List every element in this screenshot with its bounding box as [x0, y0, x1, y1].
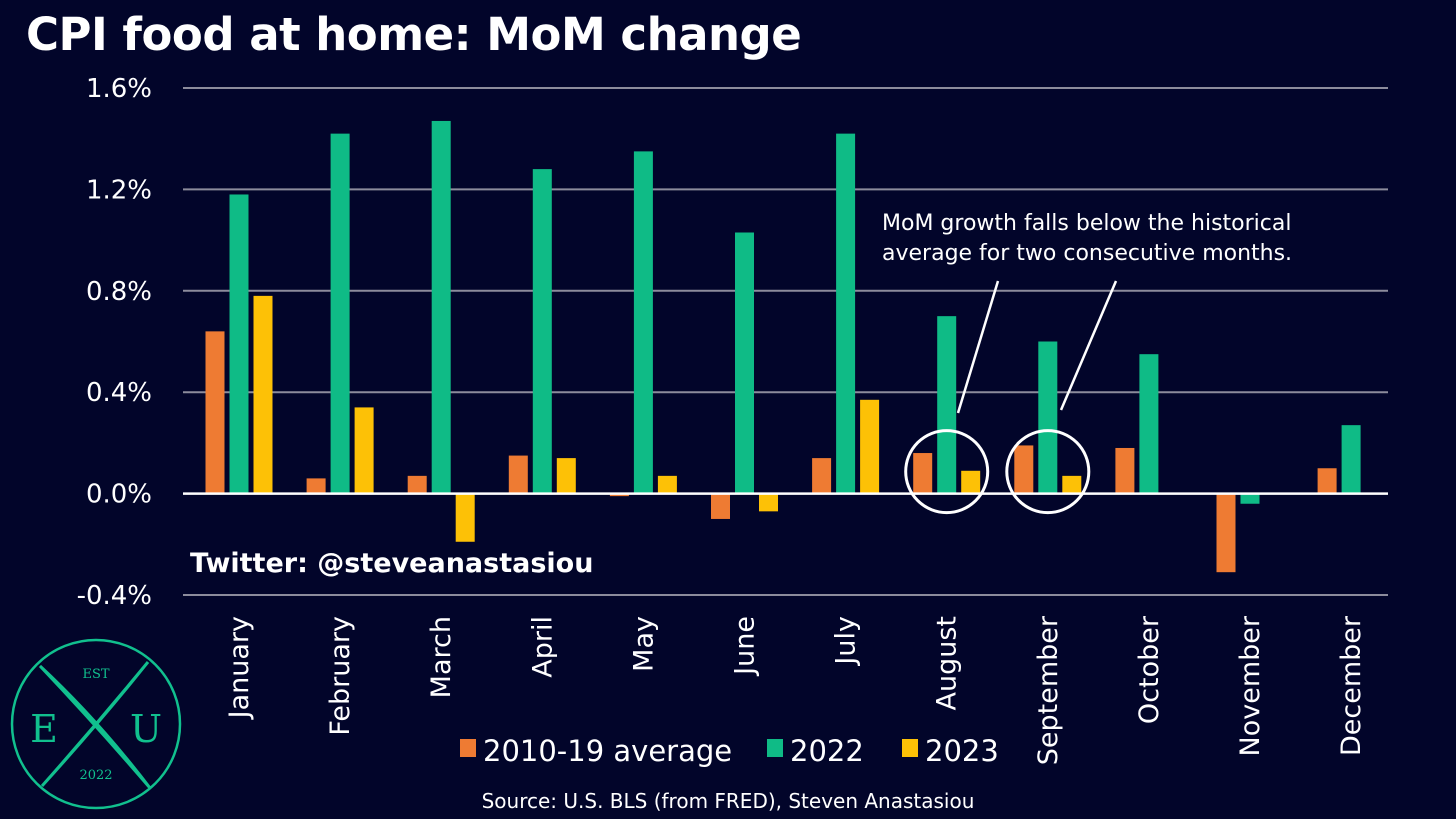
bar-2010-19-average-september — [1014, 445, 1034, 494]
logo: EST E U 2022 — [10, 638, 182, 810]
legend-swatch — [767, 739, 783, 757]
logo-est: EST — [82, 667, 109, 682]
chart-title: CPI food at home: MoM change — [26, 8, 802, 61]
bar-2023-june — [759, 493, 778, 512]
x-tick-label-september: September — [1033, 615, 1064, 765]
x-tick-label-february: February — [325, 616, 356, 736]
y-tick-label: 1.6% — [86, 74, 152, 104]
legend-label: 2022 — [790, 734, 864, 768]
x-tick-label-august: August — [932, 616, 963, 711]
legend-swatch — [902, 739, 918, 757]
bar-2022-october — [1139, 354, 1159, 494]
bar-2010-19-average-february — [306, 478, 326, 494]
bar-2010-19-average-december — [1317, 468, 1337, 494]
annotation: MoM growth falls below the historical av… — [882, 211, 1292, 414]
bar-2023-september — [1062, 475, 1082, 494]
grid-lines — [183, 87, 1388, 596]
bar-2010-19-average-november — [1216, 493, 1236, 573]
x-tick-label-july: July — [831, 616, 862, 667]
legend-label: 2023 — [925, 734, 999, 768]
bars — [205, 120, 1361, 573]
bar-2023-march — [455, 493, 475, 542]
x-axis-ticks: January February March April May June July Augu… — [224, 615, 1367, 765]
y-tick-label: 0.8% — [86, 277, 152, 307]
x-tick-label-october: October — [1134, 615, 1165, 724]
x-tick-label-april: April — [527, 616, 558, 678]
bar-2010-19-average-august — [913, 453, 933, 494]
logo-year: 2022 — [79, 768, 112, 783]
bar-2023-august — [961, 470, 981, 494]
x-tick-label-may: May — [628, 616, 659, 672]
bar-2023-april — [556, 458, 576, 494]
x-tick-label-january: January — [224, 616, 255, 720]
annotation-line-2: average for two consecutive months. — [882, 241, 1292, 266]
bar-2022-february — [330, 133, 350, 494]
bar-2010-19-average-october — [1115, 447, 1135, 494]
bar-2010-19-average-june — [711, 493, 730, 519]
bar-2022-june — [735, 232, 754, 494]
source-note: Source: U.S. BLS (from FRED), Steven Ana… — [482, 789, 975, 813]
logo-ring — [10, 638, 182, 810]
annotation-pointer-august — [956, 280, 1000, 414]
bar-2010-19-average-march — [407, 475, 427, 494]
bar-2022-november — [1240, 493, 1260, 504]
highlight-circle-september — [1005, 429, 1091, 515]
bar-2010-19-average-may — [609, 493, 629, 497]
logo-letter-u: U — [130, 707, 162, 751]
legend: 2010-19 average 2022 2023 — [460, 734, 999, 768]
bar-2023-may — [657, 475, 677, 494]
bar-2023-july — [860, 399, 880, 494]
y-tick-label: -0.4% — [77, 581, 152, 611]
bar-2022-april — [532, 169, 552, 494]
legend-label: 2010-19 average — [483, 734, 732, 768]
y-tick-label: 0.0% — [86, 480, 152, 510]
bar-2022-march — [431, 120, 451, 494]
bar-2023-february — [354, 407, 374, 494]
bar-2010-19-average-july — [812, 458, 832, 494]
logo-letter-e: E — [30, 707, 58, 751]
legend-swatch — [460, 739, 476, 757]
x-tick-label-december: December — [1336, 615, 1367, 756]
bar-2022-august — [937, 316, 957, 494]
bar-2022-december — [1341, 425, 1361, 494]
logo-x-stroke-1 — [38, 664, 152, 789]
highlight-circles — [904, 429, 1091, 515]
x-tick-label-march: March — [426, 616, 457, 698]
annotation-pointer-september — [1059, 280, 1118, 411]
bar-2010-19-average-january — [205, 331, 225, 494]
y-tick-label: 0.4% — [86, 378, 152, 408]
x-tick-label-november: November — [1235, 615, 1266, 756]
x-tick-label-june: June — [730, 616, 761, 677]
twitter-handle: Twitter: @steveanastasiou — [190, 548, 593, 579]
y-tick-label: 1.2% — [86, 175, 152, 205]
bar-2010-19-average-april — [508, 455, 528, 494]
bar-2022-january — [229, 194, 249, 494]
bar-2023-january — [253, 295, 273, 494]
bar-2022-may — [633, 151, 653, 494]
bar-2022-september — [1038, 341, 1058, 494]
bar-2022-july — [836, 133, 856, 494]
y-axis-ticks: 1.6% 1.2% 0.8% 0.4% 0.0% -0.4% — [77, 74, 152, 611]
highlight-circle-august — [904, 429, 990, 515]
logo-x-stroke-2 — [40, 661, 150, 788]
annotation-line-1: MoM growth falls below the historical — [882, 211, 1291, 236]
